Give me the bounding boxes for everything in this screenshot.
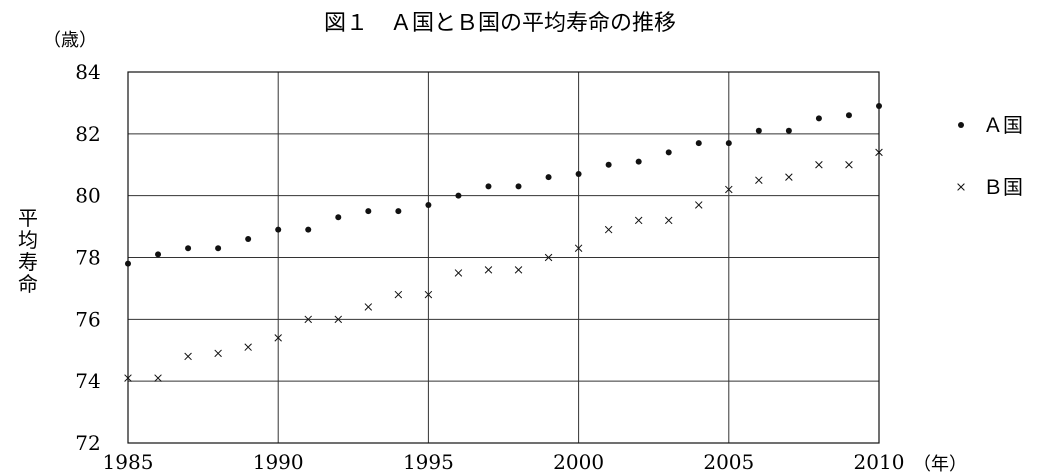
y-axis-label-char: 命 — [18, 272, 38, 296]
data-point-a — [305, 226, 312, 233]
data-point-b — [514, 266, 523, 274]
data-point-b — [544, 253, 553, 262]
x-tick-label: 2010 — [854, 450, 905, 474]
data-point-b — [364, 303, 373, 311]
data-point-a — [485, 183, 492, 190]
data-point-a — [785, 127, 792, 134]
grid — [127, 71, 880, 444]
y-axis-label-char: 平 — [18, 206, 38, 230]
data-point-b — [394, 290, 403, 299]
chart-title: 図１ Ａ国とＢ国の平均寿命の推移 — [324, 11, 676, 36]
y-axis-label-char: 寿 — [18, 250, 38, 274]
y-tick-labels: 72 74 76 78 80 82 84 — [75, 60, 100, 455]
data-point-a — [876, 103, 882, 110]
data-point-b — [785, 173, 793, 181]
data-point-a — [545, 174, 552, 181]
data-point-b — [124, 374, 132, 382]
x-tick-label: 2000 — [553, 450, 604, 474]
legend-item-a: Ａ国 — [958, 113, 1023, 137]
data-point-b — [664, 216, 673, 225]
data-point-a — [845, 112, 852, 119]
data-point-b — [334, 315, 343, 324]
data-point-a — [185, 245, 192, 252]
legend-marker — [957, 183, 965, 191]
data-point-a — [425, 201, 432, 208]
data-point-b — [214, 349, 222, 358]
x-axis-unit: （年） — [913, 454, 967, 474]
data-point-a — [755, 127, 762, 134]
data-point-a — [455, 192, 462, 199]
data-point-a — [245, 235, 252, 242]
y-tick-label: 76 — [75, 307, 100, 331]
data-point-b — [845, 160, 853, 169]
data-point-b — [574, 244, 583, 252]
data-point-b — [695, 201, 703, 209]
y-tick-label: 74 — [75, 369, 100, 393]
data-point-a — [125, 260, 131, 267]
x-tick-label: 1985 — [103, 450, 154, 474]
data-point-a — [605, 161, 612, 168]
y-axis-label-char: 均 — [18, 228, 38, 252]
x-tick-label: 2005 — [703, 450, 754, 474]
data-point-a — [395, 208, 402, 215]
y-tick-label: 72 — [75, 431, 100, 455]
data-point-a — [665, 149, 672, 156]
data-point-a — [725, 140, 732, 147]
data-point-b — [154, 374, 162, 382]
data-point-b — [454, 269, 463, 277]
y-axis-unit: （歳） — [43, 30, 97, 51]
data-point-b — [184, 352, 192, 361]
data-point-b — [755, 176, 763, 184]
data-point-b — [725, 185, 733, 194]
data-point-a — [815, 115, 822, 122]
data-point-a — [275, 226, 282, 233]
data-point-a — [695, 140, 702, 147]
legend-label: Ｂ国 — [983, 175, 1023, 199]
plot-frame — [127, 71, 880, 444]
y-tick-label: 82 — [75, 122, 100, 146]
y-axis-label: 平均寿命 — [18, 206, 38, 296]
y-tick-label: 78 — [75, 246, 100, 270]
series-b — [124, 148, 883, 382]
data-point-a — [575, 171, 582, 178]
x-tick-labels: 1985 1990 1995 2000 2005 2010 — [103, 450, 905, 474]
data-point-a — [215, 245, 222, 252]
data-point-b — [875, 148, 883, 157]
data-point-b — [815, 160, 823, 169]
data-point-a — [365, 208, 372, 215]
x-tick-label: 1990 — [253, 450, 304, 474]
data-point-a — [515, 183, 522, 190]
data-point-b — [484, 266, 493, 274]
data-point-b — [274, 334, 282, 342]
data-point-b — [424, 290, 433, 299]
legend-item-b: Ｂ国 — [957, 175, 1023, 199]
legend-label: Ａ国 — [983, 113, 1023, 137]
data-point-a — [635, 158, 642, 165]
data-point-b — [304, 315, 312, 324]
data-point-b — [634, 216, 643, 225]
y-tick-label: 80 — [75, 184, 100, 208]
series-a — [125, 103, 882, 267]
data-point-a — [335, 214, 342, 221]
data-point-b — [244, 343, 252, 351]
legend: Ａ国 Ｂ国 — [957, 113, 1023, 199]
y-tick-label: 84 — [75, 60, 100, 84]
x-tick-label: 1995 — [403, 450, 454, 474]
legend-marker — [958, 122, 964, 128]
data-point-a — [155, 251, 162, 258]
data-point-b — [604, 225, 613, 234]
series-layer — [124, 103, 883, 382]
